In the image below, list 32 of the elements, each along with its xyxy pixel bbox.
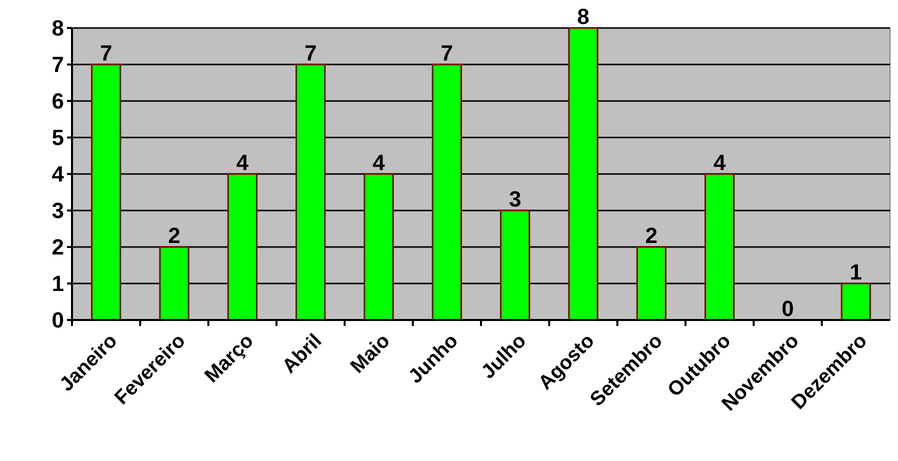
bar	[568, 27, 598, 321]
y-tick-label: 1	[52, 271, 64, 296]
data-label: 2	[645, 223, 658, 248]
data-label: 0	[782, 296, 794, 321]
bar	[500, 210, 530, 321]
bar	[364, 173, 394, 321]
y-tick-label: 2	[52, 234, 64, 260]
bar	[91, 64, 122, 321]
bar	[159, 246, 190, 321]
data-label: 7	[440, 40, 454, 66]
y-tick-label: 0	[52, 308, 64, 333]
bar	[840, 282, 871, 321]
data-label: 8	[577, 4, 590, 29]
data-label: 1	[850, 260, 862, 284]
y-tick-label: 3	[52, 198, 64, 224]
bar	[227, 173, 258, 321]
data-label: 7	[100, 40, 112, 66]
y-tick-label: 7	[52, 52, 64, 78]
y-tick-label: 5	[52, 125, 64, 150]
data-label: 7	[304, 40, 317, 66]
y-tick-label: 8	[52, 16, 64, 41]
data-label: 4	[713, 150, 726, 175]
data-label: 4	[236, 150, 250, 175]
data-label: 4	[372, 150, 386, 175]
y-tick-label: 6	[52, 88, 64, 114]
data-label: 3	[508, 186, 522, 212]
bar	[704, 173, 735, 321]
bar	[296, 64, 326, 321]
data-label: 2	[168, 223, 180, 248]
bar	[636, 246, 666, 321]
y-tick-label: 4	[52, 162, 65, 187]
bar	[432, 64, 462, 321]
